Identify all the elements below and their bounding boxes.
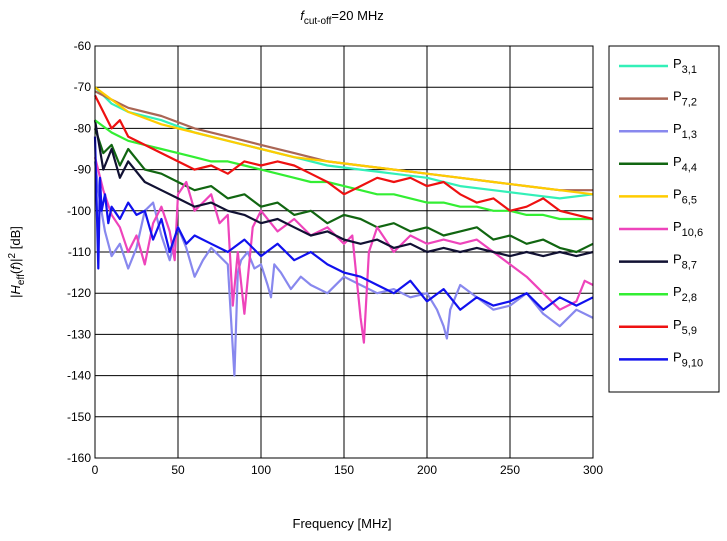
x-axis-label: Frequency [MHz] xyxy=(293,516,392,531)
legend-label: P8,7 xyxy=(673,252,697,272)
x-tick-label: 100 xyxy=(251,463,271,477)
series-line-6-5 xyxy=(94,86,594,196)
legend-label: P3,1 xyxy=(673,56,697,76)
legend-label: P10,6 xyxy=(673,219,703,239)
series-line-1-3 xyxy=(93,161,594,377)
y-axis-label: |Heff(f)|2 [dB] xyxy=(7,226,27,298)
y-tick-label: -140 xyxy=(67,369,91,383)
y-tick-label: -90 xyxy=(74,163,92,177)
y-tick-label: -60 xyxy=(74,39,92,53)
legend-label: P2,8 xyxy=(673,284,697,304)
legend-label: P7,2 xyxy=(673,89,697,109)
x-tick-label: 300 xyxy=(583,463,603,477)
x-axis-ticks: 0 50 100 150 200 250 300 xyxy=(92,463,604,477)
y-tick-label: -70 xyxy=(74,80,92,94)
x-tick-label: 150 xyxy=(334,463,354,477)
legend-label: P9,10 xyxy=(673,349,703,369)
y-tick-label: -160 xyxy=(67,451,91,465)
legend-label: P1,3 xyxy=(673,121,697,141)
series-layer xyxy=(93,86,594,377)
y-tick-label: -120 xyxy=(67,286,91,300)
y-tick-label: -110 xyxy=(68,245,91,259)
legend-box xyxy=(608,45,720,393)
legend-label: P6,5 xyxy=(673,186,697,206)
series-line-8-7 xyxy=(93,120,594,258)
x-tick-label: 200 xyxy=(417,463,437,477)
legend: P3,1 P7,2 P1,3 P4,4 P6,5 P10,6 P8,7 P2,8 P5,9 P9,… xyxy=(608,45,720,393)
chart-title: fcut-off=20 MHz xyxy=(300,8,384,27)
series-line-5-9 xyxy=(94,94,594,221)
series-line-4-4 xyxy=(93,128,594,254)
legend-label: P5,9 xyxy=(673,317,697,337)
y-axis-ticks: -160 -150 -140 -130 -120 -110 -100 -90 -80 -70 -60 xyxy=(67,39,91,465)
x-tick-label: 0 xyxy=(92,463,99,477)
plot-frame xyxy=(94,45,594,459)
series-line-9-10 xyxy=(93,136,594,311)
series-line-10-6 xyxy=(93,156,594,344)
x-tick-label: 50 xyxy=(171,463,185,477)
series-line-3-1 xyxy=(94,86,594,200)
y-tick-label: -150 xyxy=(67,410,91,424)
x-tick-label: 250 xyxy=(500,463,520,477)
y-tick-label: -80 xyxy=(74,121,92,135)
y-tick-label: -100 xyxy=(67,204,91,218)
legend-label: P4,4 xyxy=(673,154,697,174)
y-tick-label: -130 xyxy=(67,327,91,341)
